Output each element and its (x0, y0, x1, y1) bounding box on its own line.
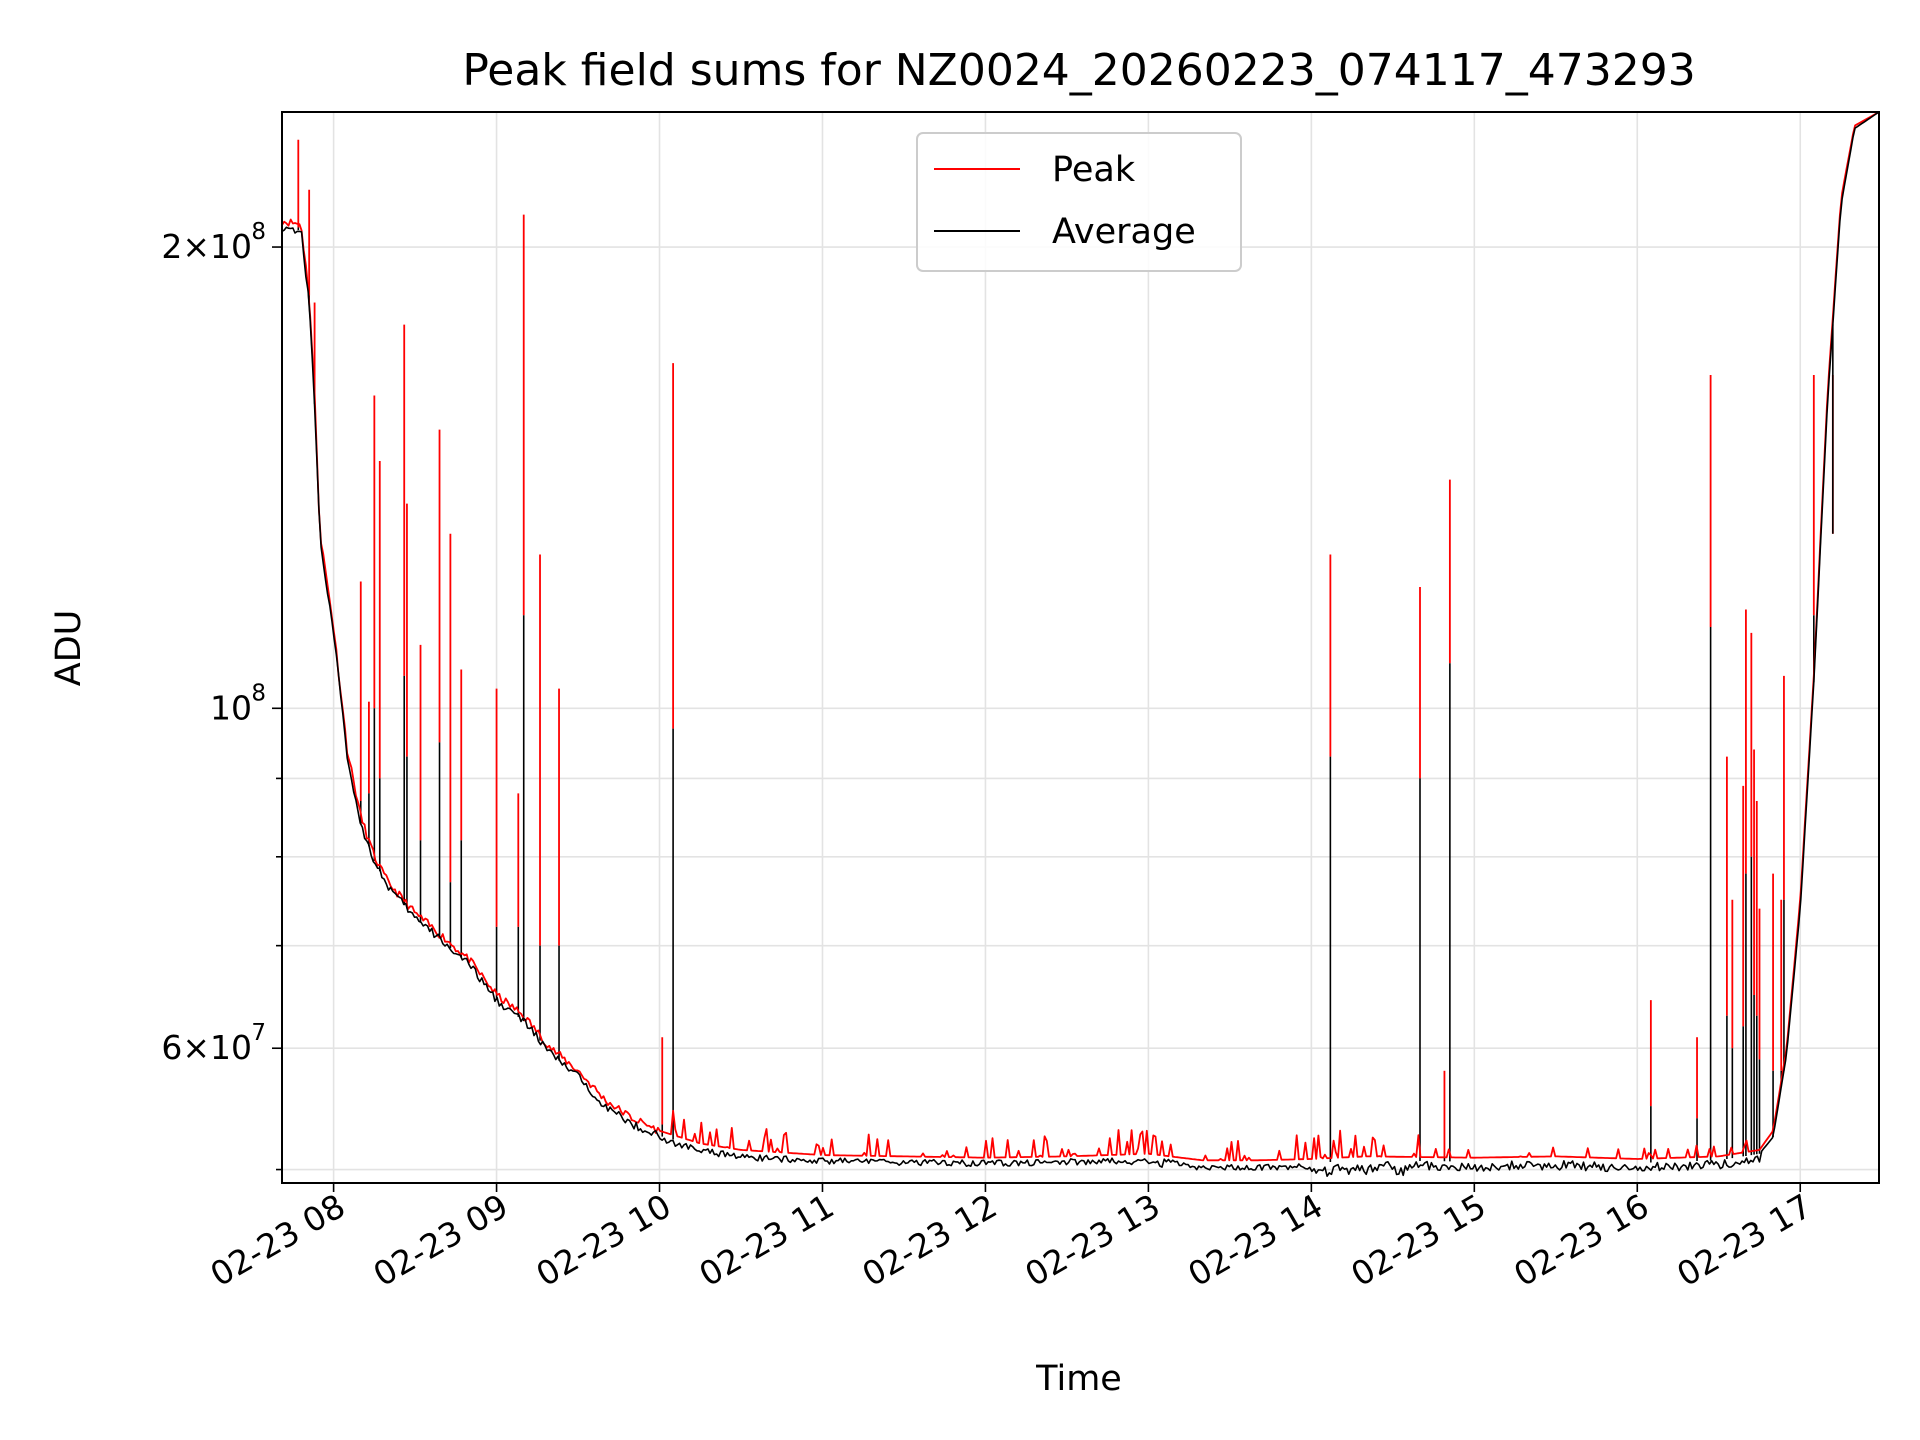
y-tick-base: 2×10 (161, 227, 252, 266)
y-tick-exponent: 8 (251, 680, 266, 706)
chart-title: Peak field sums for NZ0024_20260223_0741… (462, 45, 1695, 96)
y-tick-base: 6×10 (161, 1028, 252, 1067)
y-tick-label: 810 (210, 680, 266, 727)
legend: Peak Average (916, 132, 1242, 272)
y-tick-base: 10 (210, 688, 252, 727)
legend-label-peak: Peak (1052, 150, 1136, 190)
spike-lines (297, 139, 1834, 1163)
y-axis-label: ADU (49, 610, 89, 687)
y-tick-label: 82×10 (161, 219, 266, 266)
series-lines (281, 111, 1880, 1177)
x-axis-label: Time (1035, 1359, 1122, 1399)
series-line-peak (281, 111, 1880, 1162)
legend-box (916, 132, 1242, 272)
y-tick-label: 76×10 (161, 1020, 266, 1067)
y-tick-exponent: 7 (251, 1020, 266, 1046)
series-line-average (281, 111, 1880, 1177)
grid-lines (282, 112, 1879, 1183)
legend-label-average: Average (1052, 212, 1196, 252)
y-tick-exponent: 8 (251, 219, 266, 245)
plot-area-frame (281, 111, 1880, 1184)
